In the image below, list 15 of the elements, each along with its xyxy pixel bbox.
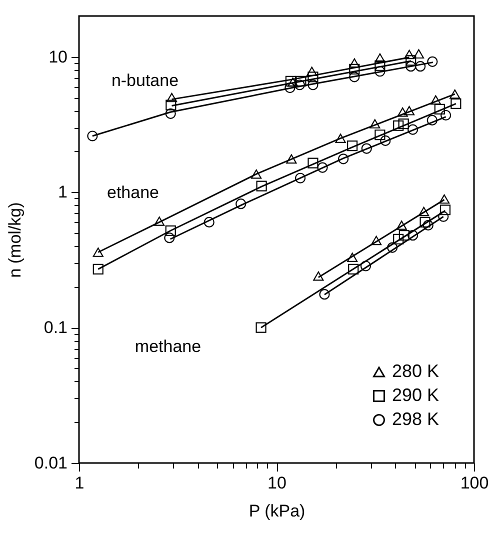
y-axis-title: n (mol/kg)	[5, 202, 24, 278]
legend-label: 298 K	[392, 409, 440, 429]
y-tick-label: 0.1	[44, 318, 68, 338]
y-tick-label: 1	[58, 182, 68, 202]
x-tick-label: 100	[460, 474, 489, 492]
x-axis-title: P (kPa)	[248, 502, 306, 520]
x-tick-label: 10	[268, 474, 286, 492]
legend-label: 290 K	[392, 385, 440, 405]
annotation: ethane	[107, 183, 159, 202]
annotation: n-butane	[111, 71, 179, 90]
legend-label: 280 K	[392, 361, 440, 381]
x-tick-label: 1	[74, 474, 84, 492]
y-tick-label: 0.01	[34, 454, 68, 472]
y-tick-label: 10	[48, 47, 68, 66]
annotation: methane	[134, 337, 202, 356]
